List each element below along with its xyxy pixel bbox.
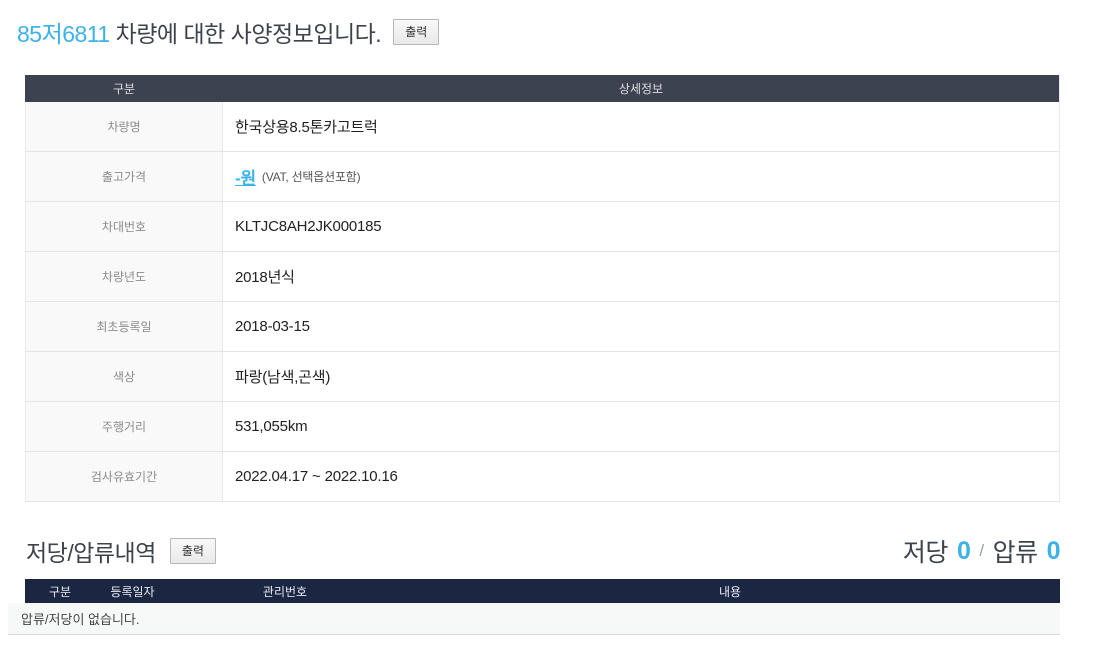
page-title-bar: 85저6811 차량에 대한 사양정보입니다. 출력: [17, 17, 1094, 47]
table-row: 주행거리 531,055km: [25, 402, 1059, 452]
lien-empty-message: 압류/저당이 없습니다.: [21, 612, 140, 627]
lien-header-reg-date: 등록일자: [110, 584, 155, 599]
spec-label-inspection-period: 검사유효기간: [25, 452, 223, 501]
table-row: 최초등록일 2018-03-15: [25, 302, 1059, 352]
spec-label-vehicle-name: 차량명: [25, 102, 223, 151]
summary-separator: /: [979, 541, 984, 560]
spec-header-category: 구분: [112, 82, 136, 96]
spec-value-model-year: 2018년식: [235, 269, 295, 286]
vehicle-plate-number: 85저6811: [17, 21, 110, 47]
page-title: 85저6811 차량에 대한 사양정보입니다.: [17, 15, 382, 49]
lien-section-title: 저당/압류내역: [26, 540, 156, 566]
spec-value-vin: KLTJC8AH2JK000185: [235, 218, 382, 235]
lien-summary: 저당 0 / 압류 0: [902, 533, 1061, 569]
page-title-text: 차량에 대한 사양정보입니다.: [109, 21, 382, 47]
spec-value-first-registration: 2018-03-15: [235, 318, 310, 335]
print-spec-button[interactable]: 출력: [393, 19, 440, 45]
print-lien-button[interactable]: 출력: [169, 538, 216, 564]
spec-label-vin: 차대번호: [25, 202, 223, 251]
table-row: 검사유효기간 2022.04.17 ~ 2022.10.16: [25, 452, 1059, 502]
price-vat-note: (VAT, 선택옵션포함): [261, 170, 361, 184]
spec-table-header: 구분 상세정보: [25, 75, 1059, 102]
spec-label-model-year: 차량년도: [25, 252, 223, 301]
mortgage-label: 저당: [902, 539, 949, 567]
spec-value-color: 파랑(남색,곤색): [235, 369, 331, 386]
seizure-count: 0: [1046, 536, 1061, 565]
lien-section-header: 저당/압류내역 출력 저당 0 / 압류 0: [26, 533, 1061, 569]
seizure-label: 압류: [992, 539, 1039, 567]
lien-header-content: 내용: [718, 584, 742, 599]
table-row: 차량명 한국상용8.5톤카고트럭: [25, 102, 1059, 152]
spec-value-factory-price: -원 (VAT, 선택옵션포함): [223, 152, 1059, 201]
spec-value-vehicle-name: 한국상용8.5톤카고트럭: [235, 119, 378, 136]
table-row: 출고가격 -원 (VAT, 선택옵션포함): [25, 152, 1059, 202]
spec-value-mileage: 531,055km: [235, 418, 308, 435]
table-row: 차량년도 2018년식: [25, 252, 1059, 302]
spec-label-color: 색상: [25, 352, 223, 401]
lien-empty-message-row: 압류/저당이 없습니다.: [8, 603, 1060, 635]
vehicle-spec-table: 구분 상세정보 차량명 한국상용8.5톤카고트럭 출고가격 -원 (VAT, 선…: [25, 75, 1060, 502]
table-row: 색상 파랑(남색,곤색): [25, 352, 1059, 402]
spec-label-factory-price: 출고가격: [25, 152, 223, 201]
spec-value-inspection-period: 2022.04.17 ~ 2022.10.16: [235, 468, 398, 485]
spec-header-detail: 상세정보: [618, 82, 664, 96]
lien-header-mgmt-number: 관리번호: [262, 584, 308, 599]
table-row: 차대번호 KLTJC8AH2JK000185: [25, 202, 1059, 252]
mortgage-count: 0: [956, 536, 971, 565]
spec-label-first-registration: 최초등록일: [25, 302, 223, 351]
spec-label-mileage: 주행거리: [25, 402, 223, 451]
price-amount: -원: [235, 169, 256, 188]
lien-table-header: 구분 등록일자 관리번호 내용: [25, 579, 1060, 603]
lien-header-category: 구분: [48, 584, 72, 599]
